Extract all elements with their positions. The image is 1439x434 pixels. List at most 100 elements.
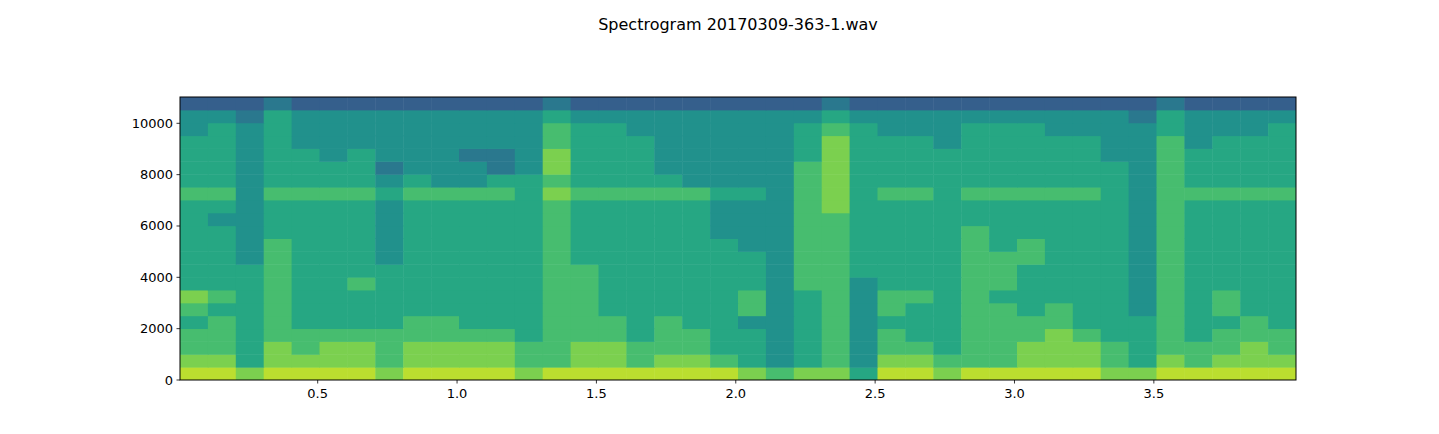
cell — [1073, 161, 1101, 174]
cell — [682, 316, 710, 329]
cell — [264, 174, 292, 187]
cell — [515, 329, 543, 342]
cell — [208, 264, 236, 277]
cell — [626, 200, 654, 213]
cell — [1129, 213, 1157, 226]
cell — [236, 264, 264, 277]
cell — [850, 329, 878, 342]
cell — [878, 239, 906, 252]
cell — [794, 354, 822, 367]
cell — [654, 329, 682, 342]
cell — [961, 123, 989, 136]
cell — [403, 187, 431, 200]
cell — [180, 316, 208, 329]
cell — [1184, 200, 1212, 213]
cell — [1017, 251, 1045, 264]
cell — [933, 316, 961, 329]
cell — [794, 97, 822, 110]
cell — [264, 264, 292, 277]
cell — [850, 367, 878, 380]
cell — [403, 136, 431, 149]
cell — [431, 226, 459, 239]
cell — [933, 329, 961, 342]
y-tick-label: 2000 — [140, 321, 173, 336]
cell — [682, 341, 710, 354]
cell — [459, 161, 487, 174]
cell — [543, 251, 571, 264]
cell — [264, 341, 292, 354]
cell — [1268, 329, 1296, 342]
cell — [1268, 239, 1296, 252]
cell — [626, 367, 654, 380]
cell — [208, 290, 236, 303]
cell — [989, 290, 1017, 303]
cell — [543, 354, 571, 367]
cell — [1073, 316, 1101, 329]
cell — [208, 354, 236, 367]
cell — [180, 174, 208, 187]
cell — [1101, 123, 1129, 136]
cell — [1017, 264, 1045, 277]
cell — [264, 136, 292, 149]
cell — [905, 174, 933, 187]
cell — [515, 341, 543, 354]
cell — [1045, 341, 1073, 354]
cell — [571, 200, 599, 213]
cell — [989, 277, 1017, 290]
cell — [180, 226, 208, 239]
cell — [459, 200, 487, 213]
cell — [766, 290, 794, 303]
cell — [431, 277, 459, 290]
cell — [403, 367, 431, 380]
cell — [515, 161, 543, 174]
cell — [487, 277, 515, 290]
cell — [599, 303, 627, 316]
cell — [850, 213, 878, 226]
cell — [515, 264, 543, 277]
cell — [1268, 341, 1296, 354]
cell — [487, 123, 515, 136]
cell — [933, 161, 961, 174]
cell — [1268, 290, 1296, 303]
cell — [487, 148, 515, 161]
cell — [738, 316, 766, 329]
cell — [1157, 136, 1185, 149]
cell — [989, 303, 1017, 316]
cell — [571, 303, 599, 316]
cell — [320, 148, 348, 161]
y-tick-label: 0 — [165, 373, 173, 388]
cell — [431, 354, 459, 367]
cell — [1101, 161, 1129, 174]
cell — [1212, 239, 1240, 252]
cell — [431, 303, 459, 316]
cell — [375, 136, 403, 149]
cell — [571, 251, 599, 264]
cell — [375, 174, 403, 187]
cell — [180, 239, 208, 252]
y-tick — [177, 380, 181, 381]
x-tick — [596, 380, 597, 384]
x-tick-label: 2.0 — [725, 386, 746, 401]
cell — [1212, 161, 1240, 174]
cell — [1129, 329, 1157, 342]
cell — [515, 200, 543, 213]
cell — [599, 136, 627, 149]
cell — [543, 277, 571, 290]
cell — [1157, 354, 1185, 367]
cell — [347, 110, 375, 123]
cell — [961, 367, 989, 380]
cell — [1157, 290, 1185, 303]
cell — [403, 239, 431, 252]
cell — [236, 161, 264, 174]
cell — [320, 161, 348, 174]
cell — [822, 148, 850, 161]
cell — [961, 290, 989, 303]
cell — [1240, 148, 1268, 161]
cell — [738, 123, 766, 136]
cell — [180, 97, 208, 110]
cell — [1129, 200, 1157, 213]
cell — [1212, 316, 1240, 329]
cell — [1129, 354, 1157, 367]
cell — [766, 213, 794, 226]
cell — [1268, 251, 1296, 264]
